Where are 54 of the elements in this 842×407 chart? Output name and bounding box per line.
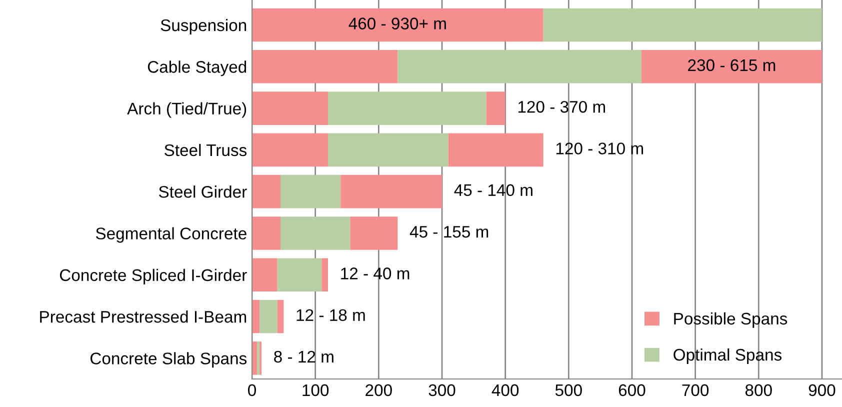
bar — [350, 216, 398, 250]
y-tick-label: Cable Stayed — [148, 60, 246, 76]
legend-label: Possible Spans — [674, 312, 788, 328]
y-tick-label: Concrete Slab Spans — [90, 352, 247, 368]
annotation: 230 - 615 m — [688, 59, 776, 72]
annotation: 120 - 370 m — [518, 100, 606, 113]
bar — [280, 174, 341, 208]
bar — [252, 216, 280, 250]
bar — [641, 50, 822, 84]
bar — [252, 50, 398, 84]
y-tick-label: Steel Truss — [164, 144, 247, 156]
x-tick-label: 900 — [808, 384, 836, 396]
bar — [277, 258, 322, 292]
bar — [252, 133, 328, 167]
x-tick-label: 400 — [492, 384, 519, 396]
bar — [340, 174, 442, 208]
annotation: 12 - 40 m — [341, 268, 410, 280]
x-tick-label: 200 — [366, 384, 392, 396]
bar — [277, 300, 284, 334]
y-tick-label: Concrete Spliced I-Girder — [60, 268, 247, 284]
y-tick-label: Segmental Concrete — [96, 227, 246, 243]
x-tick-label: 700 — [682, 384, 709, 396]
bar — [252, 300, 260, 334]
bar — [257, 342, 260, 375]
annotation: 45 - 140 m — [454, 184, 532, 196]
y-tick-label: Arch (Tied/True) — [127, 102, 246, 118]
x-tick-label: 300 — [428, 384, 456, 396]
x-tick-label: 0 — [248, 384, 256, 396]
x-tick-label: 800 — [745, 384, 772, 396]
y-tick-label: Precast Prestressed I-Beam — [40, 310, 246, 323]
bar — [252, 8, 544, 42]
bar — [252, 92, 328, 125]
bar — [328, 92, 486, 125]
y-tick-label: Suspension — [160, 18, 246, 34]
bar — [543, 8, 822, 42]
bar — [486, 92, 506, 125]
x-tick-label: 100 — [302, 384, 329, 396]
bar — [328, 133, 448, 167]
annotation: 45 - 155 m — [410, 226, 488, 238]
bar — [252, 174, 280, 208]
y-tick-label: Steel Girder — [158, 186, 247, 198]
annotation: 460 - 930+ m — [348, 18, 446, 30]
x-tick-label: 600 — [618, 384, 646, 396]
x-tick-label: 500 — [555, 384, 582, 396]
legend-label: Optimal Spans — [674, 348, 782, 364]
bar — [322, 258, 328, 292]
annotation: 120 - 310 m — [556, 142, 643, 154]
bar — [280, 216, 350, 250]
bar — [398, 50, 642, 84]
annotation: 12 - 18 m — [296, 309, 365, 321]
bar — [252, 258, 278, 292]
bar — [260, 300, 278, 334]
bar — [448, 133, 544, 167]
annotation: 8 - 12 m — [274, 350, 334, 363]
